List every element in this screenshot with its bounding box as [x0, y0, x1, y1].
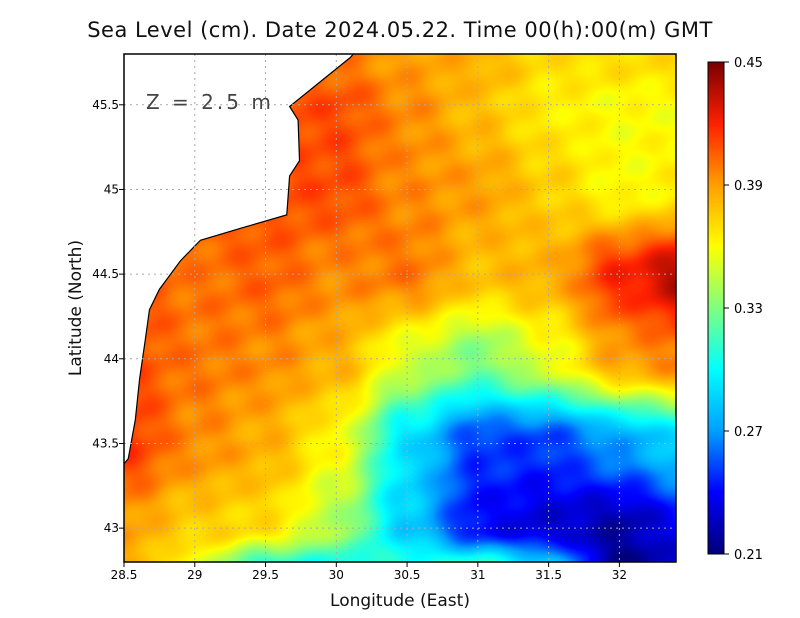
land-area — [124, 54, 354, 464]
colorbar-tick-label: 0.39 — [734, 179, 763, 194]
x-tick-label: 30.5 — [394, 568, 421, 582]
colorbar-tick-label: 0.27 — [734, 425, 763, 440]
y-tick-label: 43 — [104, 521, 119, 535]
gridlines — [124, 54, 676, 562]
coastline — [123, 53, 354, 465]
y-axis-label: Latitude (North) — [66, 240, 86, 376]
x-tick-label: 29 — [187, 568, 202, 582]
x-ticks: 28.5 29 29.5 30 30.5 31 31.5 32 — [111, 562, 627, 582]
colorbar-frame — [707, 61, 725, 555]
y-tick-label: 45.5 — [92, 98, 119, 112]
colorbar-tick-label: 0.33 — [734, 302, 763, 317]
land-mask — [123, 53, 354, 465]
y-tick-label: 45 — [104, 182, 119, 196]
plot-frame — [123, 53, 677, 563]
y-tick-label: 44 — [104, 352, 119, 366]
y-tick-label: 43.5 — [92, 436, 119, 450]
x-tick-label: 31.5 — [535, 568, 562, 582]
colorbar-tick-label: 0.21 — [734, 548, 763, 563]
x-tick-label: 28.5 — [111, 568, 138, 582]
x-tick-label: 32 — [612, 568, 627, 582]
x-tick-label: 31 — [470, 568, 485, 582]
x-tick-label: 29.5 — [252, 568, 279, 582]
y-tick-label: 44.5 — [92, 267, 119, 281]
x-tick-label: 30 — [329, 568, 344, 582]
colorbar-ticks: 0.45 0.39 0.33 0.27 0.21 — [724, 56, 763, 563]
chart-title: Sea Level (cm). Date 2024.05.22. Time 00… — [87, 18, 713, 42]
x-axis-label: Longitude (East) — [330, 591, 470, 611]
depth-annotation: Z = 2.5 m — [146, 90, 274, 114]
y-ticks: 45.5 45 44.5 44 43.5 43 — [92, 98, 124, 535]
colorbar — [708, 62, 724, 554]
colorbar-tick-label: 0.45 — [734, 56, 763, 71]
